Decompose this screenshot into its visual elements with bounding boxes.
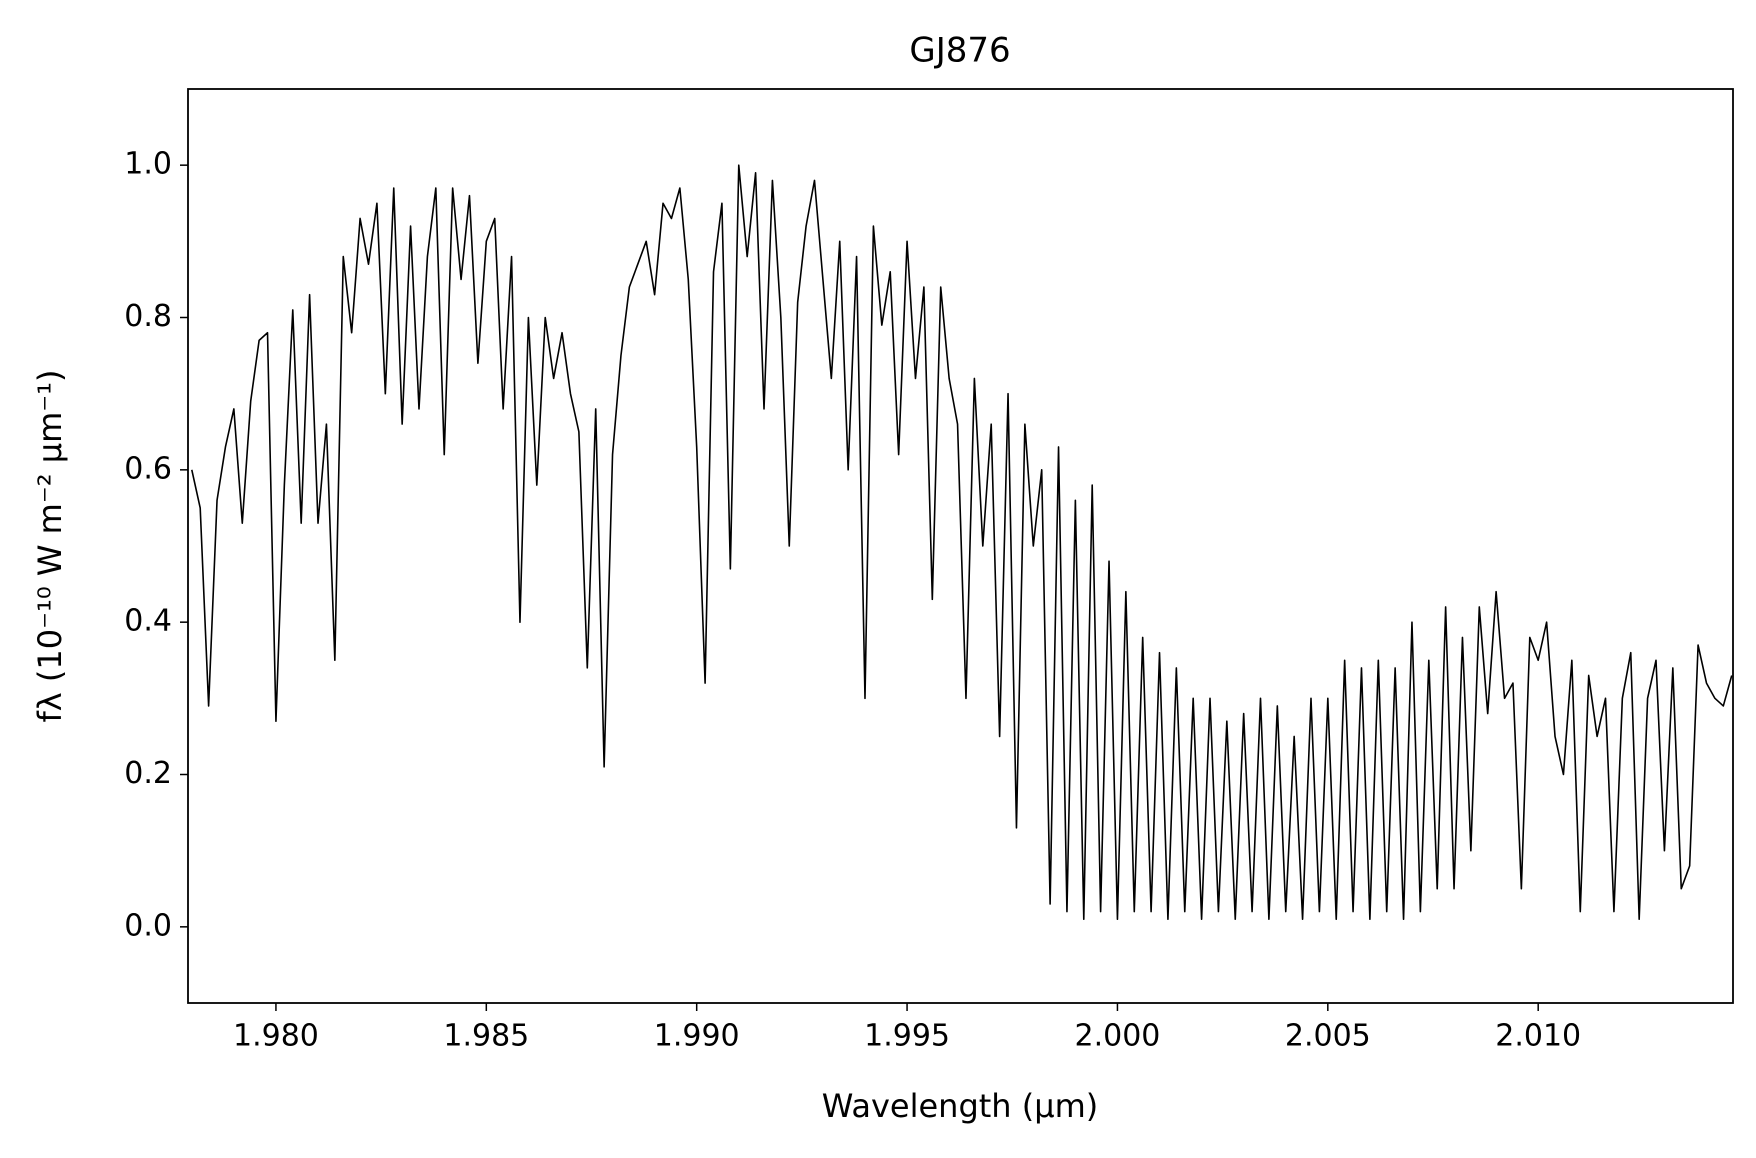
y-tick-label: 1.0: [124, 147, 172, 182]
x-axis-label: Wavelength (μm): [822, 1087, 1099, 1125]
y-tick-label: 0.6: [124, 451, 172, 486]
x-tick-label: 1.980: [233, 1019, 319, 1054]
plot-frame: [187, 88, 1734, 1004]
y-axis-label: fλ (10⁻¹⁰ W m⁻² μm⁻¹): [31, 370, 69, 723]
x-tick-label: 1.985: [443, 1019, 529, 1054]
x-tick-label: 1.995: [864, 1019, 950, 1054]
y-tick-label: 0.0: [124, 908, 172, 943]
y-tick-label: 0.2: [124, 756, 172, 791]
x-tick-label: 2.000: [1074, 1019, 1160, 1054]
x-tick-label: 2.005: [1285, 1019, 1371, 1054]
chart-title: GJ876: [909, 31, 1010, 71]
x-tick-label: 2.010: [1495, 1019, 1581, 1054]
y-tick-label: 0.4: [124, 604, 172, 639]
spectrum-line: [191, 164, 1733, 921]
y-tick-label: 0.8: [124, 299, 172, 334]
x-tick-label: 1.990: [654, 1019, 740, 1054]
